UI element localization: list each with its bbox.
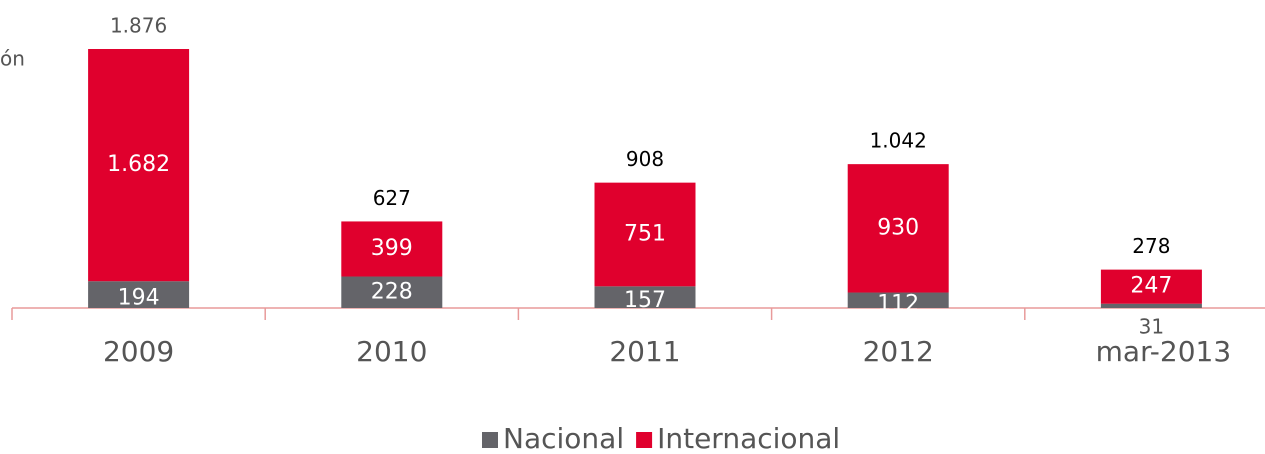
legend-swatch [482,432,498,448]
bar-segment [1100,303,1202,308]
bar-segment [594,286,696,308]
total-label: 1.876 [110,14,167,38]
data-label: 157 [624,288,666,313]
x-tick-label: mar-2013 [1096,335,1232,368]
total-label: 278 [1132,234,1170,258]
total-label: 1.042 [870,129,927,153]
data-label: 751 [624,221,666,246]
data-label: 112 [877,291,919,316]
bar-segment [88,281,190,308]
bar-segment [847,164,949,293]
x-tick-label: 2010 [356,335,427,368]
data-label: 930 [877,215,919,240]
data-label: 1.682 [107,152,170,177]
data-label: 31 [1139,315,1164,339]
bar-segment [341,276,443,308]
axis-label: ón [0,47,25,71]
x-tick-label: 2011 [609,335,680,368]
bar-segment [594,182,696,287]
legend-label: Nacional [503,422,624,454]
data-label: 228 [371,279,413,304]
x-tick-label: 2009 [103,335,174,368]
data-label: 399 [371,236,413,261]
total-label: 627 [373,186,411,210]
bar-segment [1100,269,1202,304]
legend-swatch [636,432,653,448]
total-label: 908 [626,147,664,171]
bar-segment [341,221,443,277]
x-tick-label: 2012 [863,335,934,368]
bar-segment [88,49,190,282]
data-label: 247 [1130,274,1172,299]
data-label: 194 [118,286,160,311]
bar-segment [847,292,949,308]
legend-label: Internacional [657,422,840,454]
